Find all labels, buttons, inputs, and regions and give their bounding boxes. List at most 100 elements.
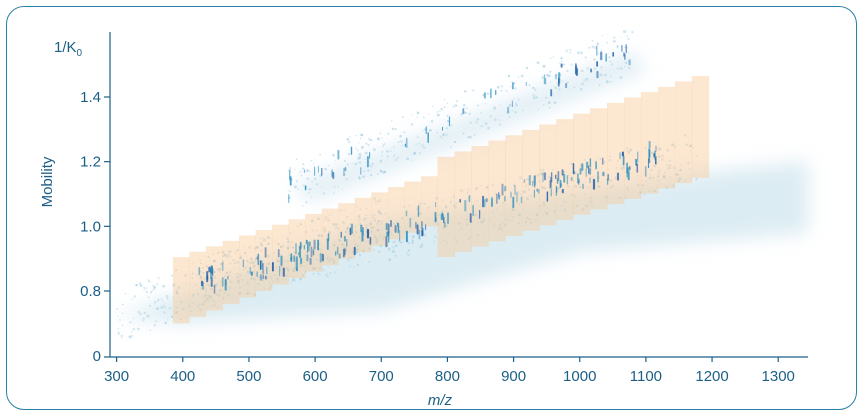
ion-dot — [297, 173, 299, 175]
ion-dot — [369, 222, 372, 226]
ion-dot — [443, 239, 446, 242]
ion-dot — [441, 136, 443, 139]
ion-dot — [157, 276, 160, 280]
ion-dot — [356, 247, 359, 251]
ion-dot — [332, 153, 335, 157]
ion-dot — [495, 208, 497, 210]
ion-dot — [545, 210, 547, 213]
ion-dot — [651, 176, 655, 180]
ion-dot — [580, 51, 583, 55]
ion-dot — [370, 165, 373, 168]
ion-dot — [499, 194, 502, 197]
ion-dot — [263, 287, 266, 290]
ion-dot — [172, 283, 176, 287]
ion-dot — [619, 196, 623, 199]
ion-dot — [416, 135, 419, 139]
ion-dot — [317, 254, 319, 256]
ion-dot — [583, 158, 587, 162]
ion-dot — [608, 56, 611, 59]
ion-dot — [244, 267, 247, 270]
ion-dot — [393, 246, 396, 249]
ion-dot — [670, 164, 672, 166]
ion-dot — [446, 102, 449, 105]
ion-dot — [278, 281, 280, 283]
ion-dot — [160, 297, 163, 300]
ion-dot — [456, 100, 458, 102]
ion-dot — [228, 262, 231, 265]
ion-dot — [446, 224, 448, 227]
ion-dot — [156, 298, 160, 302]
ion-dot — [439, 212, 441, 215]
ion-dot — [262, 237, 264, 239]
ion-dot — [552, 192, 555, 194]
ion-dot — [359, 137, 362, 140]
ion-dot — [653, 164, 656, 168]
ion-dot — [219, 271, 221, 274]
ion-dot — [622, 166, 626, 170]
ion-dot — [324, 216, 328, 220]
ion-dot — [450, 201, 452, 203]
ion-dot — [542, 213, 545, 216]
ion-dot — [382, 143, 385, 146]
ion-dot — [167, 317, 169, 319]
ion-dot — [626, 149, 629, 152]
ion-dot — [485, 186, 489, 189]
ion-dot — [153, 324, 157, 327]
ion-dot — [215, 289, 217, 292]
ion-dot — [677, 179, 680, 182]
ion-dot — [403, 131, 406, 134]
ion-dot — [519, 193, 522, 196]
ion-dot — [401, 144, 403, 147]
ion-dot — [604, 73, 608, 77]
ion-dot — [605, 80, 609, 84]
ion-dot — [562, 200, 565, 202]
isolation-window — [539, 124, 557, 226]
ion-dot — [118, 318, 121, 322]
ion-dot — [282, 278, 284, 281]
ion-dot — [657, 180, 659, 182]
ion-dot — [520, 74, 524, 78]
ion-dot — [175, 269, 178, 272]
ion-dot — [306, 177, 310, 181]
ion-dot — [359, 208, 361, 211]
ion-dot — [138, 282, 141, 285]
ion-dot — [523, 204, 525, 207]
ion-dot — [356, 206, 358, 208]
ion-dot — [319, 239, 321, 242]
ion-dot — [558, 88, 561, 91]
ion-dot — [222, 297, 225, 300]
ion-dot — [540, 173, 544, 177]
ion-dot — [349, 222, 352, 225]
ion-dot — [466, 191, 469, 194]
ion-dot — [294, 185, 297, 189]
y-tick-label: 1.4 — [80, 89, 101, 106]
ion-dot — [121, 303, 124, 306]
ion-dot — [301, 167, 305, 170]
ion-dot — [213, 276, 217, 279]
ion-dot — [230, 262, 232, 264]
ion-dot — [494, 192, 497, 195]
ion-dot — [341, 188, 344, 190]
ion-dot — [226, 293, 230, 297]
ion-dot — [354, 243, 358, 247]
isolation-window — [471, 146, 489, 247]
ion-dot — [155, 320, 158, 323]
ion-dot — [408, 217, 412, 221]
ion-dot — [619, 67, 623, 70]
ion-dot — [356, 263, 359, 266]
ion-dot — [589, 166, 592, 169]
ion-dot — [577, 51, 580, 55]
x-tick-label: 900 — [501, 368, 526, 385]
ion-dot — [199, 259, 202, 262]
ion-dot — [319, 267, 321, 270]
y-tick-label: 0.8 — [80, 283, 101, 300]
ion-dot — [293, 168, 296, 171]
ion-dot — [213, 300, 216, 303]
ion-dot — [374, 235, 377, 239]
ion-dot — [381, 150, 384, 153]
ion-dot — [372, 216, 375, 219]
ion-dot — [613, 40, 616, 43]
ion-dot — [543, 186, 547, 190]
ion-dot — [391, 245, 394, 248]
ion-dot — [688, 144, 692, 148]
